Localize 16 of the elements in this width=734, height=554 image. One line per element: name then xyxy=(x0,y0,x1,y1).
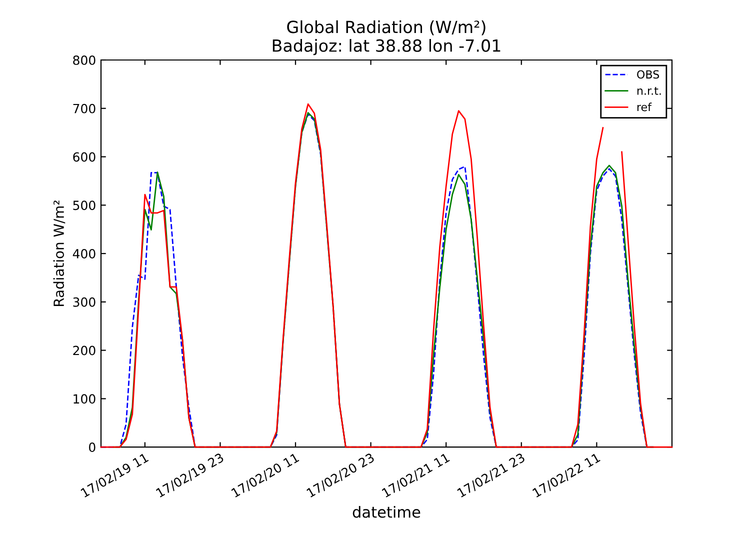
y-tick-label: 600 xyxy=(73,152,96,162)
y-tick-label: 400 xyxy=(72,249,96,258)
legend-label: OBS xyxy=(637,70,660,79)
y-tick-label: 800 xyxy=(73,55,96,65)
y-tick-label: 500 xyxy=(73,200,96,210)
y-tick-label: 700 xyxy=(73,104,96,114)
legend-label: ref xyxy=(637,102,652,112)
chart-subtitle: Badajoz: lat 38.88 lon -7.01 xyxy=(272,39,500,56)
y-tick-label: 300 xyxy=(73,297,96,307)
legend-label: n.r.t. xyxy=(637,86,661,95)
y-axis-title: Radiation W/m² xyxy=(53,200,66,306)
chart-title: Global Radiation (W/m²) xyxy=(287,20,486,36)
y-tick-label: 0 xyxy=(89,442,96,452)
y-tick-label: 100 xyxy=(74,394,96,404)
x-axis-title: datetime xyxy=(352,506,420,518)
y-tick-label: 200 xyxy=(73,346,96,356)
